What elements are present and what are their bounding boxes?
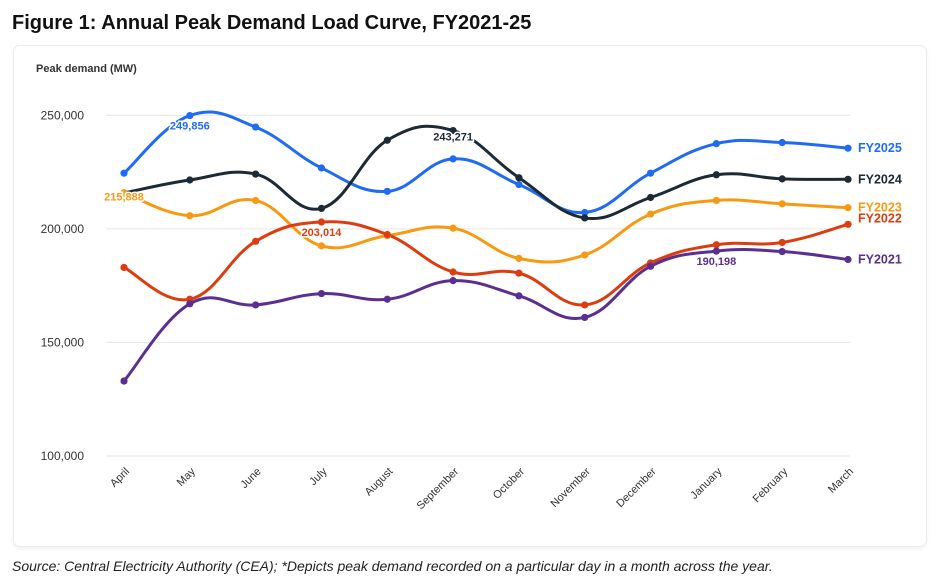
y-tick-labels: 100,000 150,000 200,000 250,000 [41,108,85,463]
x-tick-label: July [307,465,330,488]
data-point-fy2022 [252,237,260,245]
data-point-fy2024 [581,214,589,222]
x-tick-labels: April May June July August September October No… [108,465,856,512]
data-point-fy2024 [252,170,260,178]
data-point-fy2022 [449,268,457,276]
data-point-fy2025 [252,123,260,131]
series-line-fy2022 [122,220,850,307]
data-point-fy2021 [252,301,260,309]
data-point-fy2023 [186,212,194,220]
data-point-fy2024 [317,204,326,212]
series-line-fy2025 [122,110,850,214]
data-point-fy2023 [778,200,786,208]
series-line-fy2023 [122,191,850,264]
chart-card: Peak demand (MW) 100,000 150,000 200,000 25… [14,46,926,546]
x-tick-label: April [108,466,132,490]
annotation-fy2024: 243,271 [433,132,473,144]
data-point-fy2025 [646,169,655,177]
data-point-fy2024 [844,175,852,183]
data-point-fy2021 [778,247,786,256]
load-curve-chart: Peak demand (MW) 100,000 150,000 200,000 25… [36,63,902,512]
series-lines [122,110,850,383]
data-annotations: 249,856 243,271 215,888 203,014 190,198 [103,119,738,270]
x-tick-label: January [688,465,725,502]
data-point-fy2025 [778,138,786,147]
data-point-fy2025 [383,187,391,195]
data-point-fy2025 [515,180,523,189]
data-point-fy2025 [581,208,589,217]
annotation-fy2022: 203,014 [302,227,343,239]
x-tick-label: October [491,465,527,501]
figure-title: Figure 1: Annual Peak Demand Load Curve,… [12,12,532,34]
data-point-fy2024 [186,176,194,184]
data-point-fy2025 [186,111,194,120]
data-point-fy2025 [712,140,720,148]
data-point-fy2021 [844,255,852,264]
x-tick-label: December [614,465,659,510]
series-label-fy2025: FY2025 [858,141,902,155]
series-points [120,111,852,385]
annotation-fy2023: 215,888 [104,192,144,204]
data-point-fy2021 [712,247,720,255]
data-point-fy2023 [844,204,852,212]
data-point-fy2024 [383,136,391,144]
data-point-fy2023 [646,210,655,218]
data-point-fy2025 [317,164,326,172]
data-point-fy2021 [383,295,391,303]
data-point-fy2022 [120,263,128,272]
x-tick-label: September [415,465,462,512]
data-point-fy2022 [317,218,326,226]
data-point-fy2021 [186,300,194,308]
data-point-fy2021 [317,289,326,298]
y-axis-title: Peak demand (MW) [36,63,137,75]
x-tick-label: March [826,466,856,496]
data-point-fy2024 [778,175,786,183]
data-point-fy2025 [844,144,852,152]
data-point-fy2022 [581,301,589,309]
data-point-fy2021 [120,377,128,385]
data-point-fy2024 [712,171,720,179]
series-label-fy2023: FY2023 [858,201,902,215]
data-point-fy2024 [449,126,457,135]
data-point-fy2022 [778,238,786,247]
data-point-fy2023 [252,196,260,205]
y-tick-label: 250,000 [41,108,85,122]
x-tick-label: May [175,465,199,489]
x-tick-label: November [548,465,593,510]
data-point-fy2021 [449,277,457,285]
data-point-fy2022 [383,230,391,239]
annotation-fy2021: 190,198 [696,256,736,268]
data-point-fy2022 [844,220,852,228]
y-tick-label: 150,000 [41,335,85,349]
data-point-fy2023 [120,189,128,197]
data-point-fy2023 [317,242,326,250]
data-point-fy2022 [712,241,720,249]
data-point-fy2025 [120,169,128,177]
grid-layer [106,114,850,457]
data-point-fy2022 [515,269,523,277]
series-label-fy2021: FY2021 [858,253,902,267]
source-note: Source: Central Electricity Authority (C… [12,558,773,574]
data-point-fy2023 [515,254,523,262]
x-tick-label: June [238,466,263,491]
data-point-fy2023 [712,196,720,205]
series-label-fy2024: FY2024 [858,172,902,186]
data-point-fy2024 [646,193,655,202]
annotation-fy2025: 249,856 [170,121,210,133]
y-tick-label: 100,000 [41,449,85,463]
x-tick-label: February [751,465,791,505]
data-point-fy2021 [581,313,589,322]
data-point-fy2021 [646,262,655,270]
series-line-fy2021 [122,248,850,383]
data-point-fy2023 [449,224,457,232]
y-tick-label: 200,000 [41,222,85,236]
data-point-fy2024 [515,174,523,182]
series-label-fy2022: FY2022 [858,211,902,225]
data-point-fy2023 [581,251,589,259]
data-point-fy2025 [449,155,457,163]
data-point-fy2021 [515,292,523,300]
x-tick-label: August [363,466,396,499]
